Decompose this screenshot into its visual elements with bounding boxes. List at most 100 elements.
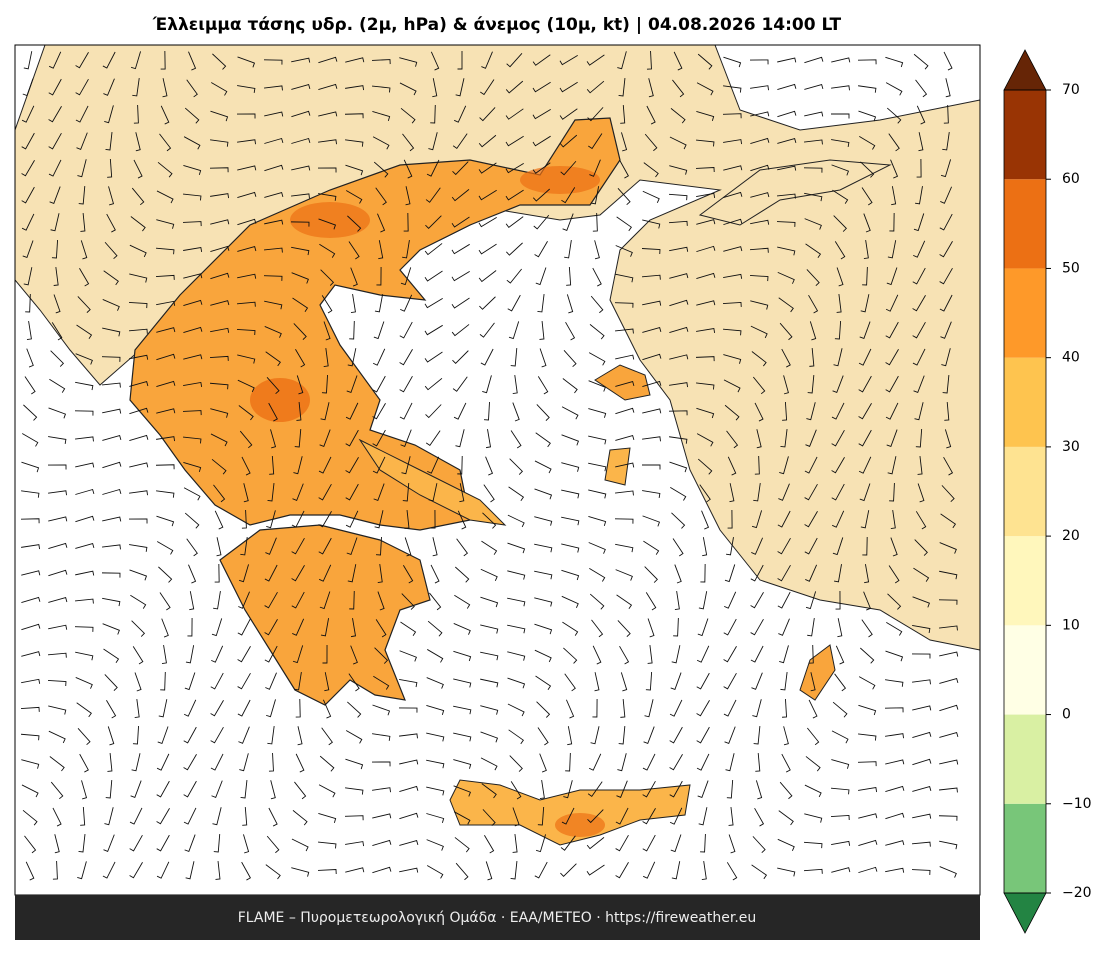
wind-barb [832,375,844,393]
wind-barb [478,270,497,283]
wind-barb [858,85,877,93]
wind-barb [564,673,576,692]
wind-barb [777,83,797,90]
wind-barb [213,833,221,853]
wind-barb [696,433,714,447]
wind-barb [50,350,65,367]
wind-barb [321,295,333,314]
wind-barb [237,354,256,364]
wind-barb [237,139,256,145]
wind-barb [563,647,578,664]
wind-barb [830,815,850,820]
wind-barb [642,808,656,825]
wind-barb [264,111,284,117]
wind-barb [505,80,524,94]
wind-barb [268,752,274,772]
wind-barb [269,455,275,475]
wind-barb [51,239,59,259]
wind-barb [507,624,526,634]
wind-barb [375,187,387,206]
wind-barb [405,186,411,206]
wind-barb [453,678,472,688]
wind-barb [22,240,34,259]
wind-barb [102,461,122,469]
colorbar-tick-label: −10 [1062,796,1092,812]
wind-barb [618,725,626,745]
wind-barb [696,111,715,121]
wind-barb [727,509,733,529]
wind-barb [891,186,897,206]
wind-barb [567,726,573,746]
wind-barb [102,299,120,311]
wind-barb [75,515,95,523]
wind-barb [804,83,824,90]
wind-barb [777,537,791,555]
wind-barb [50,781,64,800]
wind-barb [399,840,419,846]
wind-barb [939,570,958,580]
wind-barb [318,456,332,474]
wind-barb [642,190,660,204]
wind-barb [807,618,815,637]
wind-barb [454,566,470,583]
wind-barb [888,565,900,584]
wind-barb [726,430,739,449]
wind-barb [885,321,899,339]
wind-barb [674,591,680,611]
wind-barb [858,110,877,122]
wind-barb [75,462,95,468]
wind-barb [804,483,818,501]
wind-barb [324,672,330,692]
wind-barb [183,381,203,387]
wind-barb [345,57,365,63]
wind-barb [318,564,332,582]
wind-barb [48,159,62,177]
wind-barb [858,839,878,847]
wind-barb [480,596,499,608]
wind-barb [108,186,115,206]
wind-barb [291,246,310,256]
wind-barb [723,218,743,226]
wind-barb [943,456,954,476]
wind-barb [509,458,524,475]
wind-barb [372,110,391,122]
wind-barb [160,671,166,691]
wind-barb [726,779,734,799]
wind-barb [182,221,202,227]
wind-barb [510,861,518,880]
wind-barb [156,515,175,527]
wind-barb [696,300,716,306]
wind-barb [914,402,924,421]
wind-barb [589,567,606,582]
wind-barb [104,674,118,691]
wind-barb [350,267,358,287]
wind-barb [939,731,959,738]
wind-barb [669,354,689,360]
wind-barb [888,133,900,152]
wind-barb [506,268,522,284]
wind-barb [506,242,523,256]
wind-barb [296,402,302,421]
wind-barb [777,271,795,284]
wind-barb [264,164,284,172]
wind-barb [429,592,442,611]
wind-barb [831,759,850,769]
wind-barb [459,483,465,503]
wind-barb [539,753,547,773]
wind-barb [20,706,40,712]
wind-barb [21,213,35,231]
wind-barb [939,651,959,657]
wind-barb [751,864,768,880]
wind-barb [128,518,148,524]
wind-barb [372,375,386,393]
hotspot [250,378,310,422]
wind-barb [102,597,121,607]
wind-barb [478,134,497,148]
wind-barb [885,733,905,739]
wind-barb [453,650,472,662]
wind-barb [79,753,89,773]
wind-barb [215,861,221,880]
wind-barb [859,483,871,502]
wind-barb [185,861,195,880]
wind-barb [561,516,580,526]
